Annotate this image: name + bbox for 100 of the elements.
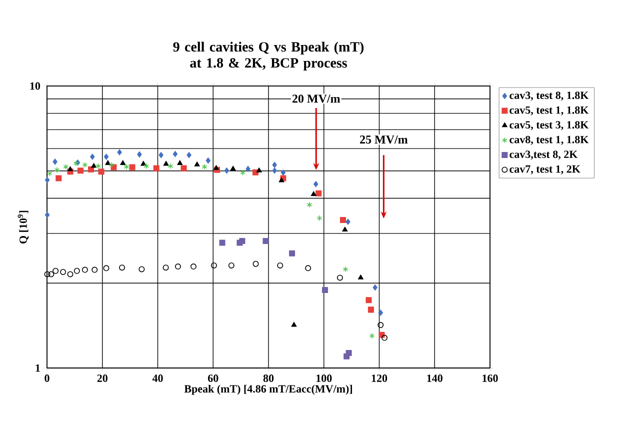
point [52, 158, 58, 165]
point [104, 154, 109, 160]
point [108, 162, 114, 168]
point [372, 284, 378, 290]
point [316, 190, 322, 196]
point [120, 160, 126, 165]
legend-label: cav3, test 8, 1.8K [510, 92, 589, 101]
point [382, 334, 388, 341]
point [342, 266, 348, 272]
point [378, 332, 385, 338]
y-tick-label: 1 [36, 364, 40, 372]
point [202, 164, 208, 170]
point [313, 181, 318, 188]
point [144, 163, 150, 170]
point [96, 163, 101, 170]
point [310, 191, 316, 196]
legend-label: cav7, test 1, 2K [510, 165, 580, 174]
point [305, 265, 312, 272]
point [322, 287, 328, 294]
point [90, 154, 95, 160]
point [346, 218, 350, 225]
point [342, 226, 348, 232]
point [78, 168, 84, 174]
point [168, 163, 174, 170]
x-tick-label: 20 [97, 374, 108, 382]
point [129, 164, 136, 170]
point [174, 264, 181, 270]
point [119, 264, 126, 271]
point [378, 310, 383, 316]
point [277, 262, 284, 268]
point [272, 168, 277, 174]
point [278, 178, 284, 182]
point [88, 166, 94, 172]
point [306, 202, 312, 208]
point [91, 163, 96, 168]
point [44, 212, 50, 218]
point [186, 152, 192, 158]
x-tick-label: 0 [44, 374, 50, 382]
point [54, 166, 60, 173]
point [177, 160, 183, 165]
point [240, 170, 246, 176]
point [98, 168, 104, 175]
y-axis-title: Q [10$^{9}$] [18, 210, 29, 244]
legend-label: cav5, test 1, 1.8K [510, 106, 589, 116]
point [291, 322, 297, 327]
point [137, 151, 142, 158]
point [163, 160, 169, 166]
x-tick-label: 80 [263, 374, 274, 382]
x-tick-label: 60 [208, 374, 218, 382]
point [63, 164, 68, 170]
point [153, 165, 160, 172]
point [289, 250, 296, 256]
point [378, 322, 384, 328]
point [190, 264, 196, 270]
point [230, 166, 236, 171]
point [366, 297, 372, 304]
point [60, 269, 66, 275]
x-axis-title: Bpeak (mT) [4.86 mT/Eacc(MV/m)] [184, 384, 352, 395]
x-tick-label: 40 [152, 374, 163, 382]
point [158, 152, 164, 158]
point [219, 240, 226, 246]
point [52, 268, 59, 274]
point [82, 266, 88, 273]
point [48, 271, 54, 278]
point [346, 350, 352, 356]
point [246, 166, 250, 172]
point [194, 162, 200, 166]
point [44, 271, 50, 278]
legend-label: cav3,test 8, 2K [510, 150, 578, 160]
point [162, 264, 169, 271]
point [117, 149, 122, 156]
annotation: 25 MV/m [360, 136, 408, 144]
y-tick-label: 10 [30, 82, 40, 90]
legend-label: cav8, test 1, 1.8K [510, 136, 589, 145]
x-tick-label: 100 [316, 374, 332, 382]
point [280, 170, 286, 176]
point [358, 274, 364, 280]
point [228, 262, 234, 268]
point [103, 265, 110, 272]
point [239, 238, 246, 244]
point [206, 158, 210, 164]
point [210, 262, 217, 268]
point [172, 150, 178, 157]
point [224, 168, 230, 174]
point [340, 216, 346, 223]
point [74, 268, 80, 274]
point [214, 165, 219, 170]
point [180, 165, 187, 172]
point [68, 166, 73, 172]
point [252, 260, 259, 267]
point [67, 271, 74, 278]
chart-title: 9 cell cavities Q vs Bpeak (mT) at 1.8 & 2K, BCP process [173, 42, 364, 70]
point [44, 177, 50, 184]
x-tick-label: 160 [482, 374, 498, 382]
point [368, 306, 374, 313]
x-tick-label: 140 [427, 374, 442, 382]
legend-label: cav5, test 3, 1.8K [510, 121, 589, 130]
point [316, 215, 322, 222]
point [56, 175, 62, 182]
point [336, 274, 343, 281]
